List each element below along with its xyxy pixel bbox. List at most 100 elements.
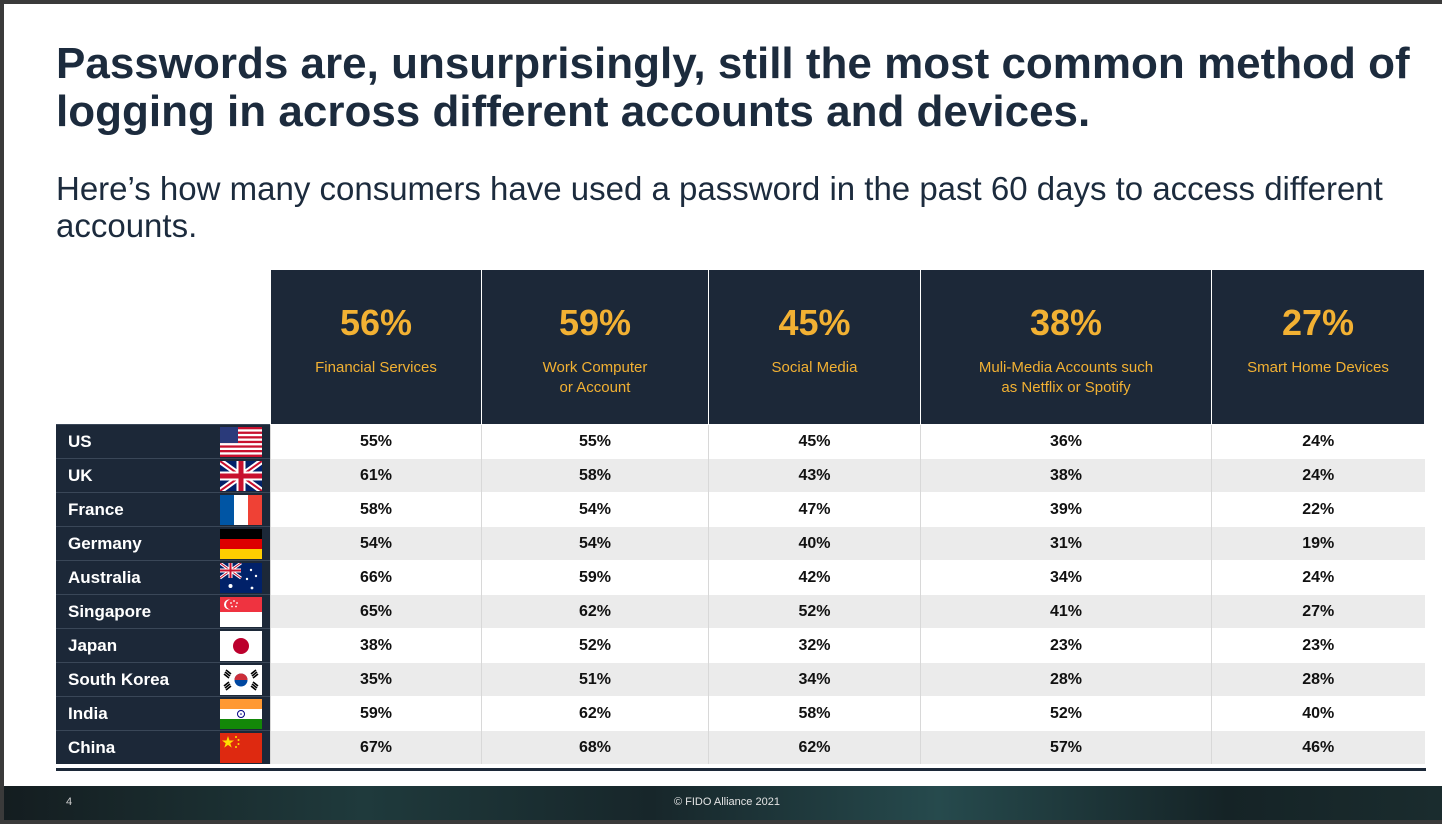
value-cell: 65% [270,594,482,629]
country-name: Germany [68,533,142,553]
value-cell: 36% [920,424,1212,459]
value-cell: 61% [270,458,482,493]
country-cell: Japan [56,628,271,663]
value-cell: 22% [1211,492,1425,527]
header-row: 56% Financial Services 59% Work Computer o… [56,270,1425,425]
value-cell: 31% [920,526,1212,561]
value-cell: 51% [481,662,709,697]
password-usage-table: 56% Financial Services 59% Work Computer o… [56,270,1425,764]
column-header: 59% Work Computer or Account [481,270,709,425]
copyright-text: © FIDO Alliance 2021 [674,796,780,808]
table-row: China 67% 68% 62% 57% 46% [56,730,1425,764]
country-cell: Singapore [56,594,271,629]
column-header: 45% Social Media [708,270,921,425]
value-cell: 34% [920,560,1212,595]
value-cell: 59% [481,560,709,595]
value-cell: 58% [481,458,709,493]
country-name: Japan [68,635,118,655]
column-header-percentage: 38% [1029,302,1103,343]
value-cell: 45% [708,424,921,459]
south-korea-flag-icon [220,665,262,695]
india-flag-icon [220,699,262,729]
value-cell: 38% [920,458,1212,493]
country-cell: US [56,424,271,459]
country-name: India [68,703,108,723]
value-cell: 52% [481,628,709,663]
country-name: Australia [68,567,141,587]
value-cell: 55% [481,424,709,459]
country-name: US [68,431,92,451]
slide-footer: 4 © FIDO Alliance 2021 [4,786,1442,820]
country-cell: China [56,730,271,764]
column-header: 56% Financial Services [270,270,482,425]
country-name: China [68,737,116,757]
value-cell: 19% [1211,526,1425,561]
value-cell: 58% [270,492,482,527]
value-cell: 59% [270,696,482,731]
value-cell: 24% [1211,560,1425,595]
table-row: Germany 54% 54% 40% 31% 19% [56,526,1425,561]
column-header-label: Financial Services [315,359,437,376]
france-flag-icon [220,495,262,525]
country-cell: Germany [56,526,271,561]
country-cell: India [56,696,271,731]
value-cell: 34% [708,662,921,697]
table-row: US 55% 55% 45% 36% 24% [56,424,1425,459]
value-cell: 38% [270,628,482,663]
table-row: Singapore 65% 62% 52% 41% 27% [56,594,1425,629]
column-header-percentage: 56% [339,302,413,343]
germany-flag-icon [220,529,262,559]
value-cell: 35% [270,662,482,697]
value-cell: 39% [920,492,1212,527]
table-row: Australia 66% 59% 42% 34% 24% [56,560,1425,595]
column-header-label: Smart Home Devices [1247,359,1389,376]
value-cell: 55% [270,424,482,459]
country-name: Singapore [68,601,152,621]
china-flag-icon [220,733,262,763]
slide: Passwords are, unsurprisingly, still the… [4,4,1442,820]
us-flag-icon [220,427,262,457]
column-header: 38% Muli-Media Accounts such as Netflix o… [920,270,1212,425]
value-cell: 66% [270,560,482,595]
value-cell: 57% [920,730,1212,764]
country-name: France [68,499,124,519]
value-cell: 41% [920,594,1212,629]
value-cell: 24% [1211,458,1425,493]
value-cell: 40% [708,526,921,561]
slide-title: Passwords are, unsurprisingly, still the… [56,39,1410,136]
value-cell: 54% [481,526,709,561]
table-row: India 59% 62% 58% 52% 40% [56,696,1425,731]
australia-flag-icon [220,563,262,593]
value-cell: 40% [1211,696,1425,731]
value-cell: 52% [920,696,1212,731]
column-header-percentage: 45% [778,302,851,343]
column-header-label: Social Media [771,359,858,376]
country-cell: Australia [56,560,271,595]
table-row: UK 61% 58% 43% 38% 24% [56,458,1425,493]
column-header-percentage: 59% [558,302,632,343]
page-number: 4 [66,796,73,808]
column-header: 27% Smart Home Devices [1211,270,1425,425]
value-cell: 52% [708,594,921,629]
value-cell: 28% [920,662,1212,697]
value-cell: 27% [1211,594,1425,629]
table-bottom-rule [56,768,1426,771]
country-name: UK [68,465,93,485]
country-name: South Korea [68,669,170,689]
column-header-label: Work Computer or Account [542,359,648,396]
slide-subtitle: Here’s how many consumers have used a pa… [56,170,1383,244]
value-cell: 58% [708,696,921,731]
value-cell: 28% [1211,662,1425,697]
value-cell: 46% [1211,730,1425,764]
table-row: France 58% 54% 47% 39% 22% [56,492,1425,527]
value-cell: 47% [708,492,921,527]
country-cell: South Korea [56,662,271,697]
column-header-label: Muli-Media Accounts such as Netflix or S… [978,359,1154,396]
country-cell: UK [56,458,271,493]
table-row: Japan 38% 52% 32% 23% 23% [56,628,1425,663]
value-cell: 62% [481,696,709,731]
column-header-percentage: 27% [1281,302,1355,343]
value-cell: 62% [481,594,709,629]
header-corner [56,270,271,425]
singapore-flag-icon [220,597,262,627]
